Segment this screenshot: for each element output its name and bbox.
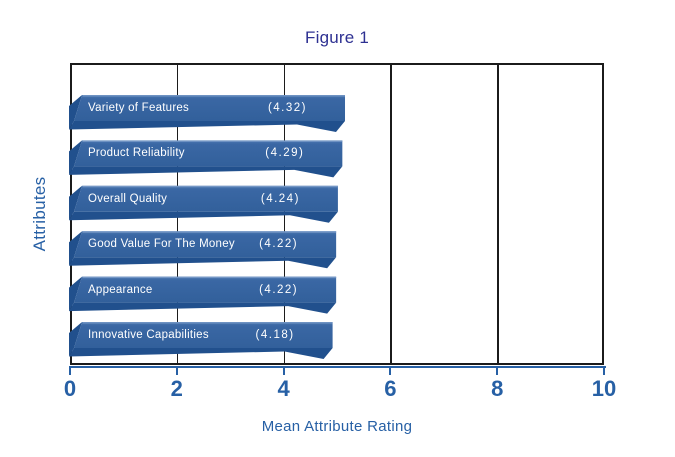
x-axis-line: [69, 366, 606, 368]
x-tick-label-6: 6: [384, 376, 397, 401]
x-tick-label-0: 0: [63, 376, 77, 401]
x-tick-label-4: 4: [277, 376, 290, 401]
bar-label: Variety of Features: [88, 102, 190, 114]
bar-row-innovative-capabilities: Innovative Capabilities (4.18): [88, 322, 295, 348]
x-tick-2: [175, 366, 178, 375]
bar-row-appearance: Appearance (4.22): [88, 277, 298, 303]
chart-title: Figure 1: [305, 28, 369, 47]
bar-row-product-reliability: Product Reliability (4.29): [88, 140, 304, 166]
x-tick-label-10: 10: [591, 376, 617, 401]
bar-row-good-value-for-the-money: Good Value For The Money (4.22): [88, 231, 298, 257]
bar-value: (4.22): [259, 238, 299, 251]
bar-label: Overall Quality: [88, 192, 168, 205]
bar-row-overall-quality: Overall Quality (4.24): [88, 186, 300, 212]
bar-label: Innovative Capabilities: [88, 329, 209, 341]
bar-value: (4.29): [265, 147, 305, 160]
bar-value: (4.24): [260, 192, 300, 205]
bar-value: (4.32): [267, 102, 307, 114]
y-axis-label: Attributes: [30, 176, 49, 252]
bar-value: (4.22): [259, 283, 299, 296]
bar-label: Product Reliability: [88, 147, 185, 160]
x-tick-10: [603, 366, 605, 375]
bar-value: (4.18): [255, 329, 295, 341]
x-tick-8: [496, 366, 499, 375]
bar-label: Appearance: [88, 283, 153, 296]
gridline-x-6: [390, 65, 392, 363]
gridline-x-8: [497, 65, 499, 363]
bar-label: Good Value For The Money: [88, 238, 235, 251]
x-tick-4: [282, 366, 285, 375]
x-axis-label: Mean Attribute Rating: [261, 418, 413, 435]
bar-row-variety-of-features: Variety of Features (4.32): [88, 95, 307, 121]
x-tick-6: [389, 366, 392, 375]
x-tick-0: [69, 366, 71, 375]
x-tick-label-8: 8: [491, 376, 504, 401]
x-tick-label-2: 2: [170, 376, 183, 401]
